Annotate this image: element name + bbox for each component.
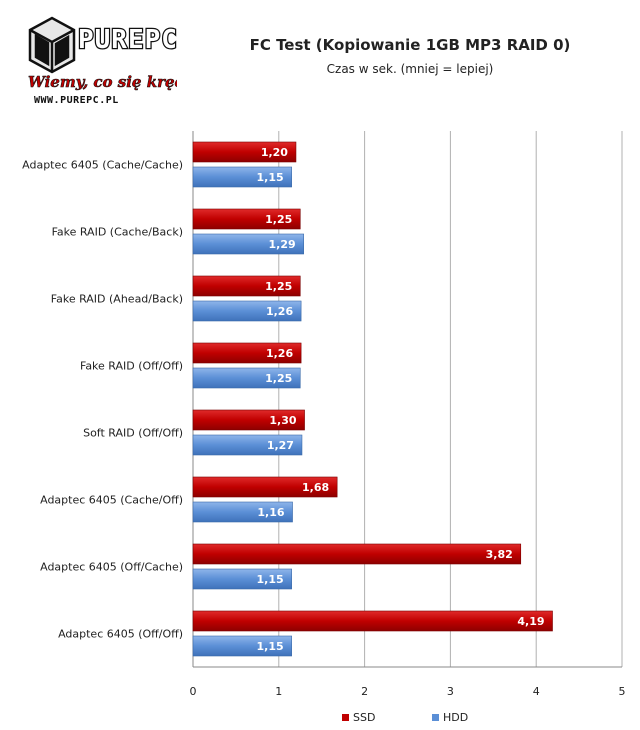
ssd-bar [192, 208, 301, 230]
hdd-bar [192, 233, 304, 255]
chart-title: FC Test (Kopiowanie 1GB MP3 RAID 0) [249, 36, 571, 54]
legend-swatch-ssd [342, 714, 349, 721]
ssd-value-label: 1,25 [265, 280, 292, 293]
ssd-bar [192, 275, 301, 297]
category-label: Adaptec 6405 (Off/Off) [58, 628, 183, 641]
ssd-value-label: 1,30 [269, 414, 296, 427]
ssd-bar [192, 476, 338, 498]
legend-label-ssd: SSD [353, 711, 375, 724]
hdd-value-label: 1,29 [269, 238, 296, 251]
ssd-bar [192, 543, 522, 565]
chart-subtitle: Czas w sek. (mniej = lepiej) [326, 62, 494, 76]
category-label: Soft RAID (Off/Off) [83, 427, 183, 440]
hdd-value-label: 1,27 [267, 439, 294, 452]
hdd-bar [192, 367, 301, 389]
logo-tagline-text: Wiemy, co się kręci! [28, 73, 177, 91]
ssd-bar [192, 342, 302, 364]
hdd-bar [192, 635, 292, 657]
x-tick-label: 1 [275, 685, 282, 698]
x-tick-label: 3 [447, 685, 454, 698]
ssd-value-label: 1,20 [261, 146, 288, 159]
x-tick-label: 4 [533, 685, 540, 698]
ssd-bar [192, 409, 305, 431]
purepc-logo: PUREPC Wiemy, co się kręci! WWW.PUREPC.P… [22, 8, 196, 108]
hdd-value-label: 1,26 [266, 305, 293, 318]
hdd-value-label: 1,15 [257, 573, 284, 586]
logo-box-icon [28, 16, 76, 74]
hdd-value-label: 1,16 [257, 506, 284, 519]
x-tick-label: 2 [361, 685, 368, 698]
category-label: Adaptec 6405 (Cache/Off) [40, 494, 183, 507]
logo-url-text: WWW.PUREPC.PL [34, 95, 119, 106]
x-tick-label: 5 [619, 685, 626, 698]
hdd-value-label: 1,25 [265, 372, 292, 385]
ssd-value-label: 1,25 [265, 213, 292, 226]
hdd-bar [192, 568, 292, 590]
ssd-value-label: 1,68 [302, 481, 329, 494]
hdd-value-label: 1,15 [257, 640, 284, 653]
hdd-bar [192, 300, 302, 322]
category-label: Fake RAID (Off/Off) [80, 360, 183, 373]
x-tick-label: 0 [190, 685, 197, 698]
ssd-bar [192, 141, 297, 163]
hdd-bar [192, 166, 292, 188]
category-label: Fake RAID (Cache/Back) [52, 226, 183, 239]
category-label: Fake RAID (Ahead/Back) [51, 293, 183, 306]
category-label: Adaptec 6405 (Off/Cache) [40, 561, 183, 574]
ssd-value-label: 4,19 [517, 615, 544, 628]
hdd-bar [192, 501, 293, 523]
legend-label-hdd: HDD [443, 711, 468, 724]
hdd-bar [192, 434, 303, 456]
ssd-bar [192, 610, 553, 632]
ssd-value-label: 1,26 [266, 347, 293, 360]
logo-brand-text: PUREPC [78, 25, 177, 55]
hdd-value-label: 1,15 [257, 171, 284, 184]
legend-swatch-hdd [432, 714, 439, 721]
ssd-value-label: 3,82 [486, 548, 513, 561]
category-label: Adaptec 6405 (Cache/Cache) [22, 159, 183, 172]
